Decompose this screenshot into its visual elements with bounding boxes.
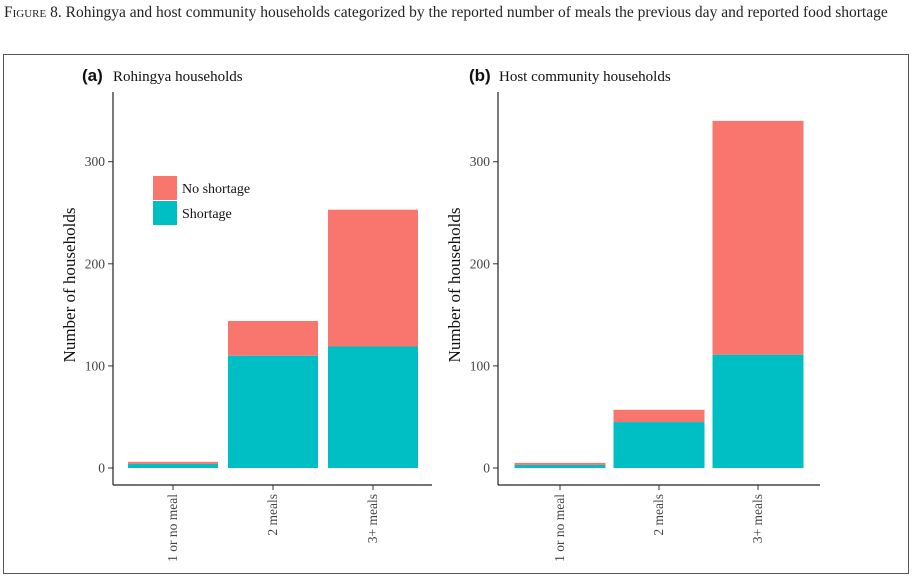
panel-a-y-tick-label: 300 xyxy=(85,154,106,169)
panel-b-y-tick-label: 0 xyxy=(483,461,490,476)
panel-a-bar-no-shortage xyxy=(228,320,318,356)
panel-b-y-tick-label: 300 xyxy=(470,154,491,169)
panel-a-legend-label-no-shortage: No shortage xyxy=(182,182,250,197)
panel-a-legend-swatch-no-shortage xyxy=(153,176,177,200)
panel-b-bar-shortage xyxy=(613,422,705,468)
panel-b-bar-no-shortage xyxy=(712,120,804,355)
panel-a-x-tick-label: 1 or no meal xyxy=(165,494,180,562)
panel-a-bar-shortage xyxy=(128,463,218,468)
panel-b-title: Host community households xyxy=(499,69,671,85)
panel-a-x-tick-label: 2 meals xyxy=(265,494,280,536)
panel-a-y-tick-label: 0 xyxy=(98,461,105,476)
panel-a-y-axis-label: Number of households xyxy=(60,208,79,363)
panel-a-tag: (a) xyxy=(82,66,103,85)
panel-b-y-tick-label: 200 xyxy=(470,256,491,271)
figure-caption-text: Rohingya and host community households c… xyxy=(61,4,888,21)
panel-a-bar-no-shortage xyxy=(328,209,418,347)
panel-a-title: Rohingya households xyxy=(113,69,243,85)
figure-frame xyxy=(3,54,909,574)
figure-caption: Figure 8. Rohingya and host community ho… xyxy=(4,2,904,23)
panel-a-legend-swatch-shortage xyxy=(153,201,177,225)
panel-a-y-tick-label: 200 xyxy=(85,256,106,271)
panel-b-bar-shortage xyxy=(514,464,606,468)
panel-b-x-tick-label: 2 meals xyxy=(651,494,666,536)
panel-b-x-tick-label: 3+ meals xyxy=(750,494,765,543)
panel-a-x-tick-label: 3+ meals xyxy=(365,494,380,543)
panel-b-tag: (b) xyxy=(469,66,491,85)
figure-label: Figure 8. xyxy=(4,4,62,21)
panel-b-y-tick-label: 100 xyxy=(470,358,491,373)
panel-b-x-tick-label: 1 or no meal xyxy=(552,494,567,562)
panel-b-bar-no-shortage xyxy=(514,462,606,465)
panel-b-y-axis-label: Number of households xyxy=(445,208,464,363)
panel-a-bar-shortage xyxy=(228,355,318,468)
panel-a-bar-shortage xyxy=(328,346,418,468)
panel-a-legend-label-shortage: Shortage xyxy=(182,207,232,222)
panel-a-bar-no-shortage xyxy=(128,461,218,464)
panel-b-bar-shortage xyxy=(712,354,804,468)
panel-b-bar-no-shortage xyxy=(613,409,705,423)
panel-a-y-tick-label: 100 xyxy=(85,358,106,373)
